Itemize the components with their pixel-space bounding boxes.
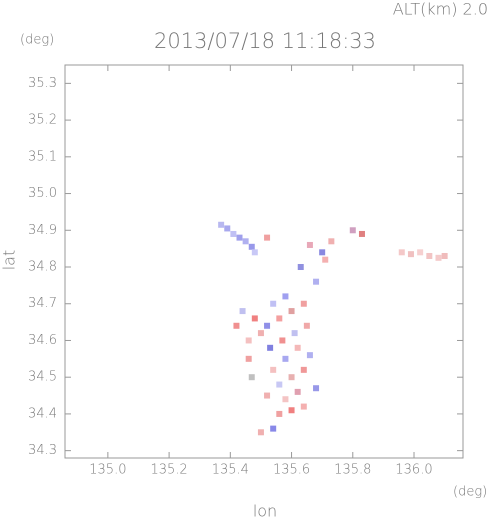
point — [279, 337, 286, 344]
point — [270, 300, 277, 307]
point — [236, 234, 243, 241]
point — [349, 227, 356, 234]
point — [248, 243, 255, 250]
point — [294, 344, 301, 351]
point — [257, 330, 264, 337]
y-tick-label: 34.7 — [28, 296, 57, 311]
point — [282, 355, 289, 362]
point — [257, 429, 264, 436]
x-tick-label: 135.2 — [150, 463, 187, 478]
point — [288, 308, 295, 315]
y-tick-label: 35.1 — [28, 149, 57, 164]
annotation: ALT(km) 2.0 — [393, 0, 488, 19]
y-tick-label: 35.3 — [28, 76, 57, 91]
x-axis-label: lon — [253, 502, 277, 521]
point — [319, 249, 326, 256]
point — [426, 252, 433, 259]
point — [264, 234, 271, 241]
point — [358, 230, 365, 237]
y-tick-label: 34.5 — [28, 370, 57, 385]
point — [245, 337, 252, 344]
point — [251, 249, 258, 256]
x-tick-label: 135.6 — [273, 463, 310, 478]
point — [306, 241, 313, 248]
point — [417, 249, 424, 256]
point — [270, 366, 277, 373]
point — [328, 238, 335, 245]
point — [306, 352, 313, 359]
chart-title: 2013/07/18 11:18:33 — [154, 29, 376, 53]
point — [300, 366, 307, 373]
point — [276, 410, 283, 417]
y-tick-label: 34.8 — [28, 260, 57, 275]
plot-frame — [64, 64, 464, 459]
point — [441, 252, 448, 259]
point — [276, 381, 283, 388]
x-tick-label: 135.0 — [89, 463, 126, 478]
point — [313, 278, 320, 285]
point — [288, 374, 295, 381]
point — [224, 225, 231, 232]
y-axis-label: lat — [0, 250, 19, 271]
point — [218, 221, 225, 228]
x-tick-label: 135.4 — [212, 463, 249, 478]
point — [322, 256, 329, 263]
point — [233, 322, 240, 329]
point — [282, 293, 289, 300]
point — [288, 407, 295, 414]
point — [239, 308, 246, 315]
x-tick-label: 136.0 — [395, 463, 432, 478]
point — [297, 264, 304, 271]
point — [248, 374, 255, 381]
point — [230, 230, 237, 237]
point — [264, 392, 271, 399]
point — [245, 355, 252, 362]
point — [303, 322, 310, 329]
x-unit: (deg) — [453, 485, 487, 500]
y-unit: (deg) — [20, 33, 54, 48]
point — [242, 238, 249, 245]
y-tick-label: 35.2 — [28, 113, 57, 128]
point — [282, 396, 289, 403]
point — [300, 300, 307, 307]
y-tick-label: 34.3 — [28, 443, 57, 458]
point — [270, 425, 277, 432]
x-tick-label: 135.8 — [334, 463, 371, 478]
y-tick-label: 34.4 — [28, 406, 57, 421]
y-tick-label: 35.0 — [28, 186, 57, 201]
point — [276, 315, 283, 322]
y-tick-label: 34.9 — [28, 223, 57, 238]
point — [435, 254, 442, 261]
point — [313, 385, 320, 392]
point — [291, 330, 298, 337]
point — [251, 315, 258, 322]
point — [294, 388, 301, 395]
point — [300, 403, 307, 410]
point — [407, 251, 414, 258]
point — [264, 322, 271, 329]
y-tick-label: 34.6 — [28, 333, 57, 348]
point — [267, 344, 274, 351]
point — [398, 249, 405, 256]
